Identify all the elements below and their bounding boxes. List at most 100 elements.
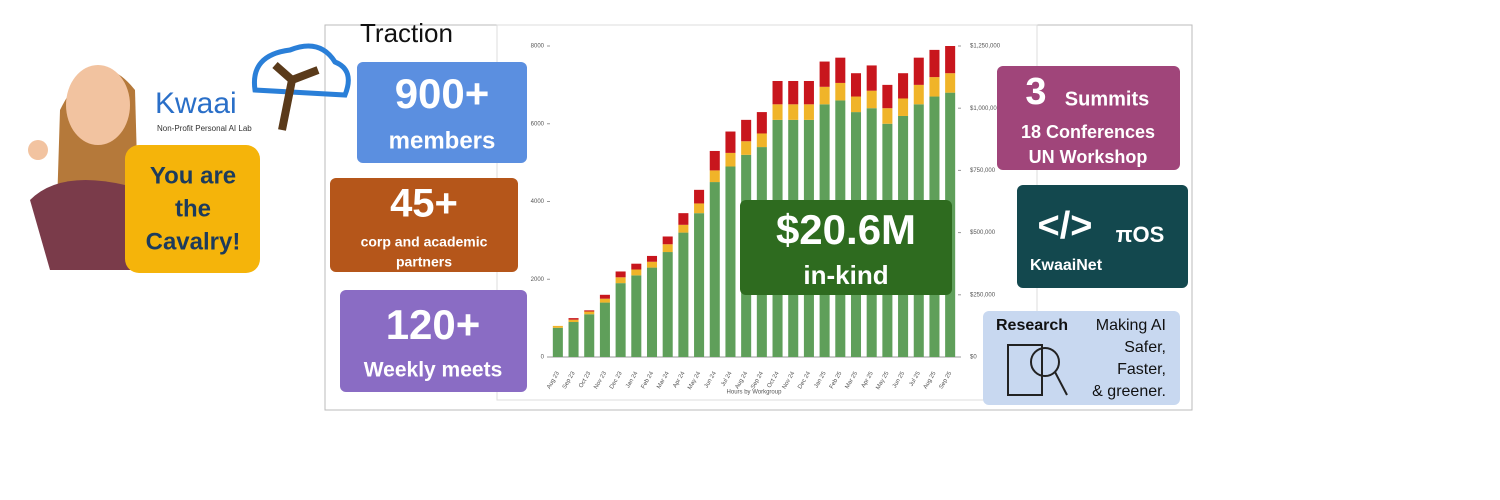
bar-segment — [552, 327, 563, 357]
y2-tick-label: $1,250,000 — [970, 44, 1001, 50]
bar-segment — [898, 73, 909, 99]
bar-segment — [631, 263, 642, 270]
bar-segment — [913, 84, 924, 105]
events-box — [997, 66, 1180, 170]
stat-box — [330, 178, 518, 272]
bar-segment — [694, 189, 705, 204]
bar-segment — [741, 119, 752, 142]
os-box — [1017, 185, 1188, 288]
bar-segment — [803, 80, 814, 105]
bar-segment — [709, 150, 720, 171]
stat-label: Weekly meets — [364, 359, 503, 382]
research-line: Making AI — [1096, 317, 1166, 334]
stat-number: 45+ — [390, 182, 458, 226]
bar-segment — [850, 96, 862, 113]
heading: Traction — [360, 18, 453, 48]
bar-segment — [725, 131, 736, 153]
bar-segment — [678, 213, 689, 225]
bar-segment — [631, 269, 642, 276]
bar-segment — [646, 255, 658, 262]
research-line: Faster, — [1117, 361, 1166, 378]
bar-segment — [835, 82, 846, 101]
bar-segment — [694, 203, 705, 214]
bar-segment — [945, 46, 956, 74]
bubble-text: You are — [150, 162, 236, 189]
os-label: KwaaiNet — [1030, 257, 1103, 274]
bar-segment — [866, 90, 877, 109]
stat-box — [357, 62, 527, 163]
stat-number: 900+ — [395, 70, 490, 117]
bar-segment — [694, 213, 705, 357]
stat-label: partners — [396, 254, 452, 270]
y-tick-label: 6000 — [531, 121, 545, 127]
bar-segment — [772, 104, 783, 120]
bubble-text: Cavalry! — [146, 228, 241, 255]
bar-segment — [599, 302, 610, 357]
y2-tick-label: $500,000 — [970, 230, 996, 236]
logo-name: Kwaai — [155, 87, 237, 120]
stat-box — [340, 290, 527, 392]
bar-segment — [898, 98, 909, 116]
events-line: UN Workshop — [1029, 147, 1148, 167]
bar-segment — [599, 298, 610, 303]
stat-number: 120+ — [386, 301, 481, 348]
bar-segment — [882, 108, 893, 124]
inkind-box — [740, 200, 952, 295]
bar-segment — [788, 80, 799, 105]
bar-segment — [819, 61, 830, 87]
bar-segment — [599, 294, 610, 299]
bar-segment — [882, 84, 893, 109]
bar-segment — [725, 152, 736, 167]
logo-tagline: Non-Profit Personal AI Lab — [157, 124, 252, 133]
y-tick-label: 2000 — [531, 277, 545, 283]
bar-segment — [850, 73, 862, 97]
bar-segment — [709, 182, 720, 357]
stat-label: members — [389, 127, 496, 154]
bar-segment — [631, 275, 642, 357]
bar-segment — [678, 232, 689, 357]
bar-segment — [866, 65, 877, 91]
bar-segment — [615, 277, 626, 284]
y-tick-label: 8000 — [531, 44, 545, 50]
bar-segment — [709, 170, 720, 183]
research-box — [983, 311, 1180, 405]
bar-segment — [552, 325, 563, 328]
stat-label: corp and academic — [361, 234, 488, 250]
bar-segment — [584, 311, 595, 315]
bar-segment — [772, 80, 783, 105]
bar-segment — [725, 166, 736, 357]
events-unit: Summits — [1065, 88, 1149, 110]
bar-segment — [756, 112, 767, 134]
events-line: 18 Conferences — [1021, 122, 1155, 142]
bar-segment — [646, 267, 658, 357]
bar-segment — [741, 141, 752, 155]
bar-segment — [584, 314, 595, 357]
research-icon — [1007, 344, 1068, 396]
tree-icon — [272, 62, 320, 131]
bar-segment — [819, 86, 830, 105]
research-line: Safer, — [1124, 339, 1166, 356]
bar-segment — [913, 57, 924, 85]
bubble — [125, 145, 260, 273]
y2-tick-label: $750,000 — [970, 168, 996, 174]
bar-segment — [615, 271, 626, 278]
cloud-icon — [251, 43, 351, 98]
bubble-text: the — [175, 195, 211, 222]
bar-segment — [835, 57, 846, 83]
x-axis-label: Hours by Workgroup — [727, 390, 783, 396]
inkind-label: in-kind — [803, 260, 888, 290]
person — [28, 65, 140, 270]
bar-segment — [584, 310, 595, 312]
inkind-number: $20.6M — [776, 206, 916, 253]
bar-segment — [929, 49, 940, 78]
bar-segment — [615, 283, 626, 357]
bar-segment — [788, 104, 799, 120]
bar-segment — [945, 73, 956, 93]
bar-segment — [662, 252, 673, 357]
y2-tick-label: $250,000 — [970, 292, 996, 298]
research-line: & greener. — [1092, 383, 1166, 400]
bar-segment — [756, 133, 767, 148]
events-number: 3 — [1025, 71, 1046, 113]
bar-segment — [678, 224, 689, 233]
